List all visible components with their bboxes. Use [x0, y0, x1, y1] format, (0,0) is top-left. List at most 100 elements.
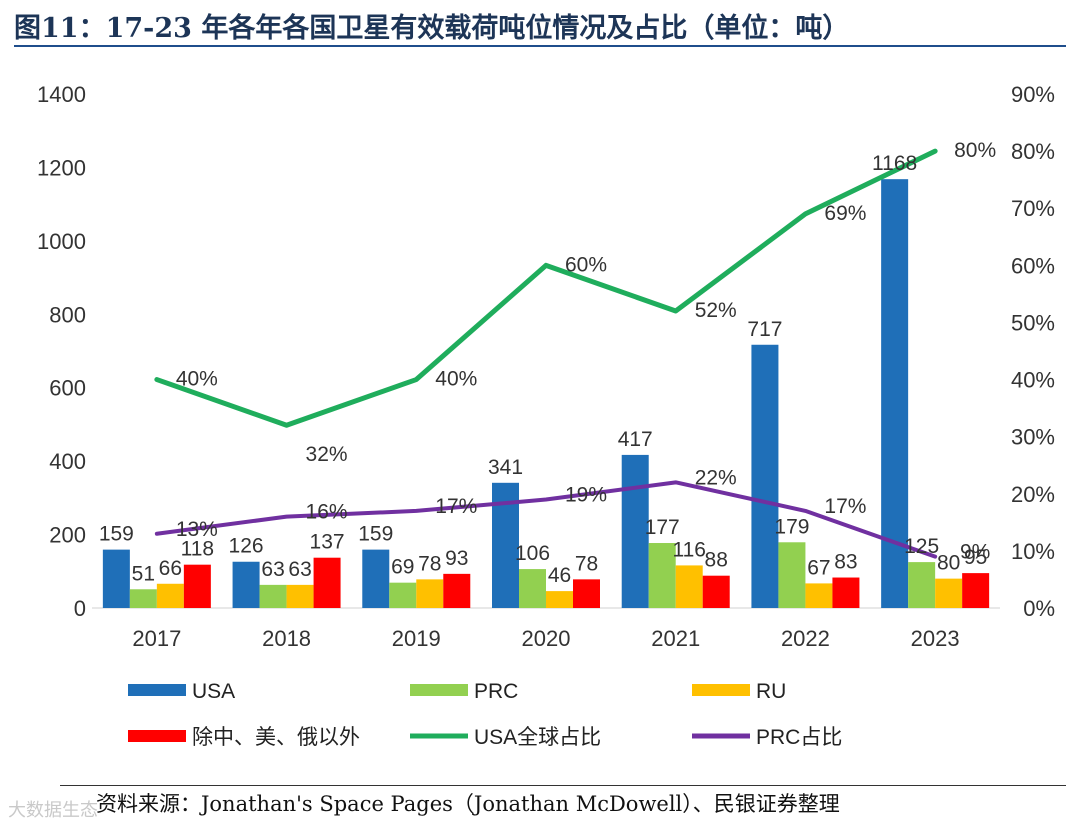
bar-value-label: 93: [445, 547, 468, 570]
line-value-label: 69%: [824, 202, 866, 225]
line-value-label: 80%: [954, 139, 996, 162]
bar-除中、美、俄以外-2023: [962, 573, 990, 608]
line-value-label: 40%: [176, 368, 218, 391]
share-lines: [154, 148, 938, 559]
right-tick-label: 30%: [1011, 425, 1055, 450]
source-divider: [60, 785, 1066, 786]
bar-PRC-2018: [259, 584, 287, 608]
left-tick-label: 1200: [37, 155, 86, 180]
bar-value-label: 717: [747, 318, 782, 341]
bar-RU-2018: [286, 584, 314, 608]
bar-除中、美、俄以外-2017: [183, 564, 211, 608]
bar-除中、美、俄以外-2021: [702, 575, 730, 608]
x-tick-label: 2017: [132, 626, 181, 651]
right-tick-label: 60%: [1011, 253, 1055, 278]
left-tick-label: 0: [74, 596, 86, 621]
x-tick-label: 2022: [781, 626, 830, 651]
bar-PRC-2023: [908, 562, 936, 608]
left-tick-label: 200: [49, 523, 86, 548]
legend-label: RU: [756, 680, 786, 703]
right-tick-label: 20%: [1011, 482, 1055, 507]
legend-swatch-USA: [128, 684, 186, 696]
line-value-label: 60%: [565, 253, 607, 276]
line-value-label: 17%: [435, 495, 477, 518]
bar-value-label: 116: [672, 538, 705, 561]
bar-value-label: 159: [99, 523, 134, 546]
bar-USA-2023: [881, 179, 909, 609]
source-note: 资料来源：Jonathan's Space Pages（Jonathan McD…: [96, 792, 840, 816]
bar-value-label: 95: [964, 546, 987, 569]
bar-PRC-2019: [389, 582, 417, 608]
bar-除中、美、俄以外-2022: [832, 577, 860, 608]
bars: [102, 179, 990, 609]
x-tick-label: 2019: [392, 626, 441, 651]
line-value-label: 17%: [824, 495, 866, 518]
bar-RU-2023: [935, 578, 963, 608]
bar-value-label: 46: [548, 564, 571, 587]
legend-label: USA全球占比: [474, 726, 601, 749]
x-tick-label: 2021: [651, 626, 700, 651]
bar-RU-2022: [805, 583, 833, 608]
line-value-label: 22%: [695, 466, 737, 489]
bar-value-label: 118: [181, 538, 214, 561]
left-tick-label: 800: [49, 302, 86, 327]
legend-label: 除中、美、俄以外: [192, 726, 360, 749]
bar-value-label: 66: [159, 557, 182, 580]
bar-value-label: 80: [937, 552, 960, 575]
line-value-label: 9%: [960, 541, 990, 564]
bar-value-label: 83: [834, 551, 857, 574]
right-tick-label: 0%: [1023, 596, 1055, 621]
legend-label: PRC占比: [756, 726, 842, 749]
bar-value-label: 179: [774, 515, 809, 538]
left-tick-label: 600: [49, 376, 86, 401]
line-value-label: 13%: [176, 518, 218, 541]
bar-value-label: 69: [391, 556, 414, 579]
bar-USA-2022: [751, 344, 779, 608]
bar-除中、美、俄以外-2020: [573, 579, 600, 608]
bar-RU-2019: [416, 579, 444, 608]
legend-label: PRC: [474, 680, 518, 703]
data-labels: 159 126 159 341 417 717 1168 51 63 69 106 177 179 125…: [99, 139, 996, 587]
line-value-label: 16%: [306, 501, 348, 524]
bar-PRC-2021: [648, 543, 676, 608]
bar-value-label: 78: [575, 552, 598, 575]
bar-PRC-2022: [778, 542, 806, 608]
right-tick-label: 70%: [1011, 196, 1055, 221]
line-value-label: 52%: [695, 299, 737, 322]
bar-value-label: 51: [132, 562, 155, 585]
legend-swatch-RU: [692, 684, 750, 696]
watermark: 大数据生态: [8, 800, 98, 821]
chart: 0 200 400 600 800 1000 1200 1400 0% 10% 20% 30% 40%…: [37, 82, 1055, 749]
left-axis: 0 200 400 600 800 1000 1200 1400: [37, 82, 86, 621]
line-USA全球占比: [154, 148, 938, 428]
bar-value-label: 159: [358, 523, 393, 546]
bar-RU-2021: [675, 565, 703, 608]
legend: USA PRC RU 除中、美、俄以外 USA全球占比 PRC占比: [128, 680, 842, 749]
bar-value-label: 137: [310, 531, 345, 554]
right-axis: 0% 10% 20% 30% 40% 50% 60% 70% 80% 90%: [1011, 82, 1055, 621]
bar-USA-2019: [362, 549, 390, 608]
bar-value-label: 125: [904, 535, 939, 558]
bar-RU-2017: [156, 583, 184, 608]
left-tick-label: 1000: [37, 229, 86, 254]
line-value-label: 40%: [435, 368, 477, 391]
bar-value-label: 63: [288, 558, 311, 581]
line-value-label: 32%: [306, 443, 348, 466]
bar-value-label: 63: [261, 558, 284, 581]
bar-value-label: 78: [418, 552, 441, 575]
bar-PRC-2020: [519, 569, 546, 608]
line-value-label: 19%: [565, 483, 607, 506]
right-tick-label: 50%: [1011, 310, 1055, 335]
x-axis: 2017 2018 2019 2020 2021 2022 2023: [92, 607, 1000, 651]
bar-除中、美、俄以外-2018: [313, 557, 341, 608]
title-underline: [14, 45, 1066, 47]
left-tick-label: 400: [49, 449, 86, 474]
x-tick-label: 2023: [911, 626, 960, 651]
bar-value-label: 1168: [872, 152, 917, 175]
bar-value-label: 177: [645, 516, 680, 539]
bar-value-label: 417: [618, 428, 653, 451]
left-tick-label: 1400: [37, 82, 86, 107]
bar-value-label: 341: [488, 456, 523, 479]
bar-RU-2020: [546, 591, 573, 608]
bar-除中、美、俄以外-2019: [443, 573, 471, 608]
